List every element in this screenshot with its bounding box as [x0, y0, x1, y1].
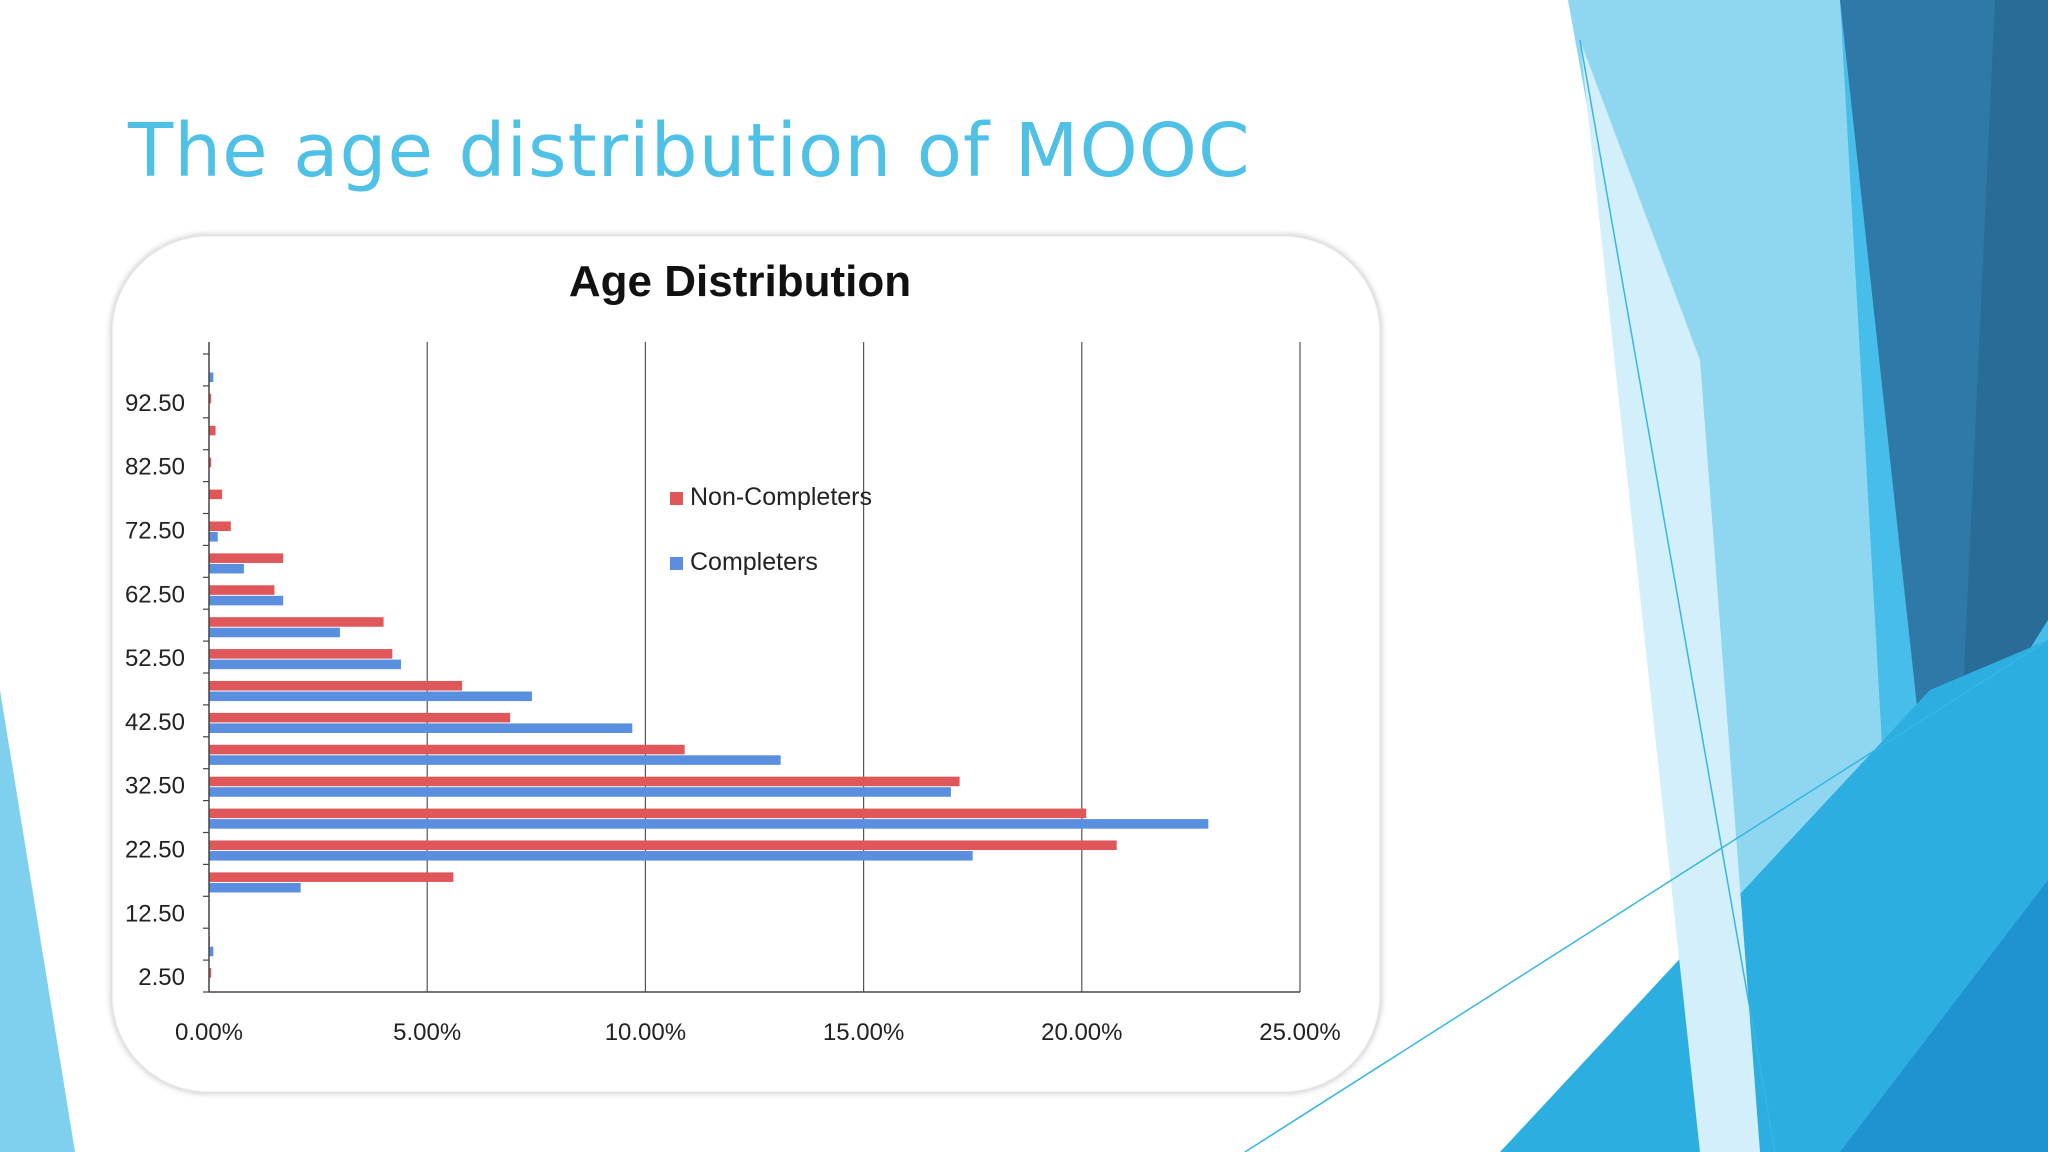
left-accent-triangle — [0, 690, 75, 1152]
tick-labels: 0.00% 5.00% 10.00% 15.00% 20.00% 25.00% 2.50 12… — [125, 390, 1341, 1046]
x-tick-label: 15.00% — [823, 1019, 904, 1046]
bar-non-completers — [209, 457, 212, 468]
y-tick-label: 12.50 — [125, 900, 185, 927]
thin-line-2 — [1579, 39, 1776, 1152]
y-tick-label: 2.50 — [138, 964, 185, 991]
legend-label-non-completers: Non-Completers — [690, 483, 872, 511]
bar-non-completers — [209, 649, 393, 659]
bar-completers — [209, 946, 214, 957]
y-tick-label: 32.50 — [125, 773, 185, 800]
bar-non-completers — [209, 744, 685, 755]
bar-completers — [209, 563, 244, 574]
bar-non-completers — [209, 617, 384, 627]
bar-completers — [209, 819, 1209, 829]
right-darker-panel — [1960, 0, 2048, 760]
bar-non-completers — [209, 425, 216, 436]
bar-completers — [209, 723, 633, 733]
bar-non-completers — [209, 553, 284, 563]
bar-completers — [209, 372, 214, 383]
bar-non-completers — [209, 808, 1087, 819]
bar-completers — [209, 627, 340, 638]
y-tick-label: 52.50 — [125, 645, 185, 672]
legend-label-completers: Completers — [690, 548, 818, 576]
bar-completers — [209, 851, 973, 861]
bar-completers — [209, 787, 951, 797]
bar-non-completers — [209, 872, 454, 882]
thin-line-1 — [1244, 639, 2048, 1152]
gridlines — [426, 342, 1301, 992]
slide-title: The age distribution of MOOC — [128, 108, 1251, 194]
right-lower-deep-panel — [1840, 880, 2048, 1152]
bar-non-completers — [209, 776, 960, 787]
bar-non-completers — [209, 680, 463, 691]
bars — [209, 372, 1209, 978]
legend: Non-Completers Completers — [670, 483, 872, 576]
y-tick-label: 42.50 — [125, 709, 185, 736]
x-tick-label: 25.00% — [1259, 1019, 1340, 1046]
x-tick-label: 10.00% — [605, 1019, 686, 1046]
x-tick-label: 20.00% — [1041, 1019, 1122, 1046]
chart-title: Age Distribution — [569, 257, 911, 306]
axes — [203, 342, 1300, 993]
bar-completers — [209, 882, 301, 893]
bar-non-completers — [209, 521, 231, 532]
bar-completers — [209, 691, 532, 702]
right-lower-panel — [1500, 640, 2048, 1152]
bar-non-completers — [209, 585, 275, 595]
bar-completers — [209, 755, 781, 765]
right-white-sliver — [1580, 40, 1760, 1152]
legend-swatch-non-completers — [670, 492, 683, 505]
legend-swatch-completers — [670, 557, 683, 570]
y-tick-label: 82.50 — [125, 454, 185, 481]
bar-non-completers — [209, 712, 511, 723]
bar-completers — [209, 659, 402, 670]
x-tick-label: 5.00% — [393, 1019, 461, 1046]
y-tick-label: 72.50 — [125, 517, 185, 544]
y-tick-label: 92.50 — [125, 390, 185, 417]
bar-completers — [209, 595, 284, 606]
chart-card: Age Distribution 0.00% 5.00% 10.00% 15.00% 2… — [112, 236, 1380, 1092]
bar-non-completers — [209, 393, 212, 404]
x-tick-label: 0.00% — [175, 1019, 243, 1046]
bar-completers — [209, 532, 218, 542]
y-tick-label: 22.50 — [125, 836, 185, 863]
y-tick-label: 62.50 — [125, 581, 185, 608]
bar-non-completers — [209, 840, 1117, 851]
bar-non-completers — [209, 489, 223, 500]
bar-chart: Age Distribution 0.00% 5.00% 10.00% 15.00% 2… — [125, 257, 1341, 1046]
bar-non-completers — [209, 968, 212, 978]
